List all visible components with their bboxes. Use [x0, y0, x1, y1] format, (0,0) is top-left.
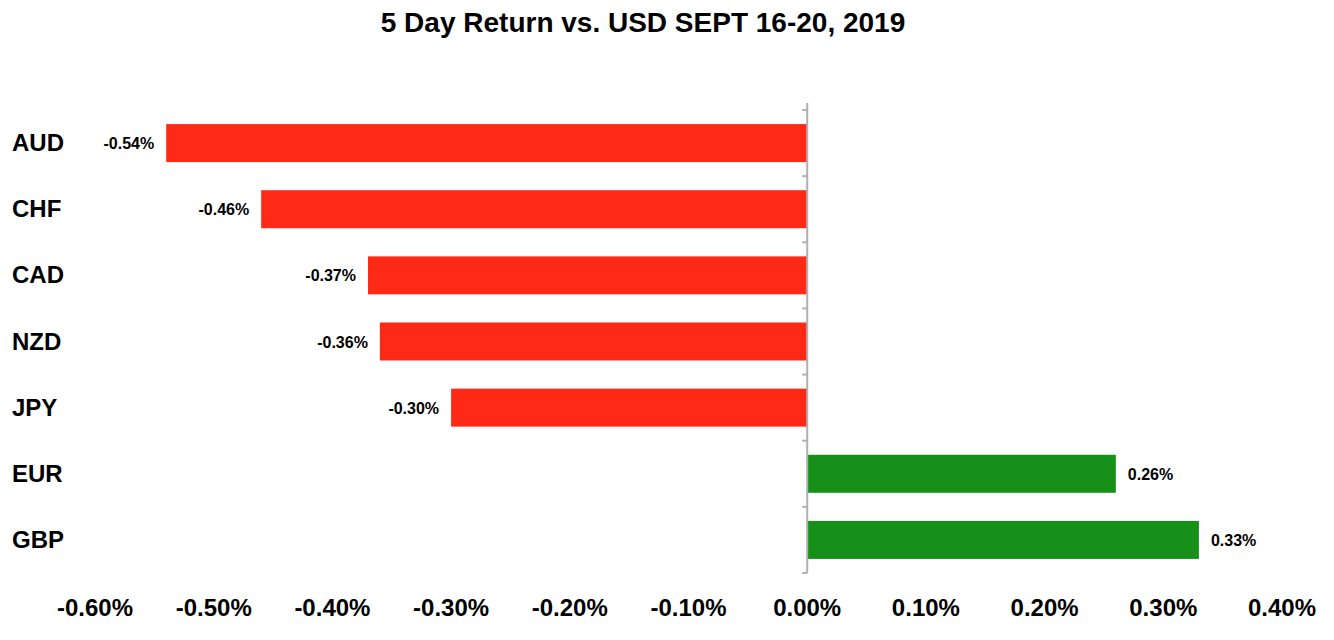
bar [380, 323, 807, 361]
x-tick-label: 0.40% [1248, 594, 1316, 621]
bar [451, 389, 807, 427]
x-tick-label: -0.50% [176, 594, 252, 621]
category-label: EUR [12, 460, 63, 487]
bar [368, 256, 807, 294]
category-tick [802, 109, 807, 111]
category-tick [802, 506, 807, 508]
category-axis [806, 103, 808, 573]
category-label: GBP [12, 526, 64, 553]
category-tick [802, 307, 807, 309]
x-tick-label: 0.20% [1011, 594, 1079, 621]
bar [807, 455, 1116, 493]
x-tick-label: -0.10% [650, 594, 726, 621]
bars [166, 124, 1199, 559]
data-label: -0.46% [198, 201, 249, 218]
data-label: -0.54% [104, 135, 155, 152]
data-label: -0.30% [388, 400, 439, 417]
title: 5 Day Return vs. USD SEPT 16-20, 2019 [381, 7, 905, 38]
data-label: -0.36% [317, 334, 368, 351]
category-tick [802, 374, 807, 376]
data-label: 0.26% [1128, 466, 1173, 483]
category-tick [802, 241, 807, 243]
x-tick-label: 0.00% [773, 594, 841, 621]
x-tick-label: -0.60% [57, 594, 133, 621]
category-tick [802, 175, 807, 177]
category-label: CHF [12, 195, 61, 222]
category-label: CAD [12, 261, 64, 288]
bar [807, 521, 1199, 559]
x-tick-label: 0.10% [892, 594, 960, 621]
x-tick-label: -0.40% [294, 594, 370, 621]
bar [261, 190, 807, 228]
x-tick-label: 0.30% [1129, 594, 1197, 621]
category-label: AUD [12, 129, 64, 156]
data-labels: -0.54% -0.46% -0.37% -0.36% -0.30% 0.26% 0.33% [104, 135, 1257, 549]
x-tick-label: -0.20% [532, 594, 608, 621]
category-tick [802, 572, 807, 574]
category-tick [802, 440, 807, 442]
category-label: NZD [12, 328, 61, 355]
data-label: 0.33% [1211, 532, 1256, 549]
chart: 5 Day Return vs. USD SEPT 16-20, 2019 -0.… [0, 0, 1334, 640]
category-label: JPY [12, 394, 57, 421]
data-label: -0.37% [305, 267, 356, 284]
x-tick-label: -0.30% [413, 594, 489, 621]
bar [166, 124, 807, 162]
